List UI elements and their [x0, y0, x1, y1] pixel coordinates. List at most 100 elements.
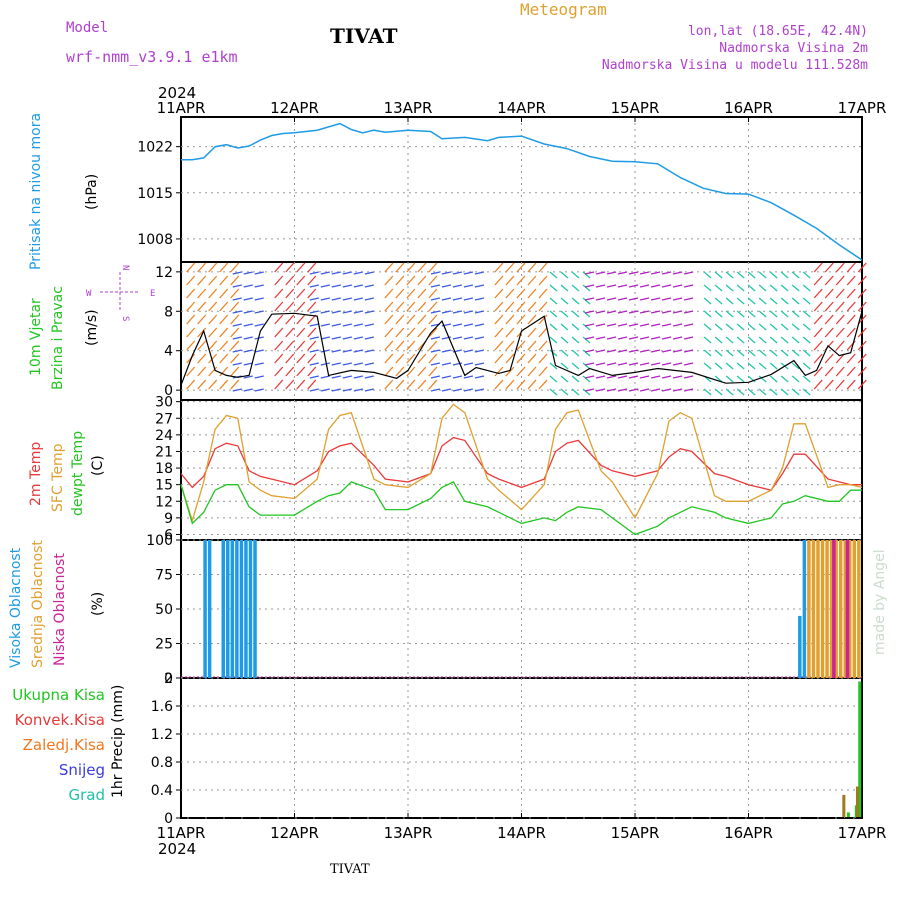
- clouds-ytick-label: 100: [146, 533, 173, 549]
- wind-arrow: [406, 262, 416, 273]
- wind-arrow: [296, 353, 306, 364]
- x-tick-label-top: 15APR: [611, 99, 660, 117]
- wind-arrow: [582, 336, 591, 344]
- wind-arrow: [857, 314, 867, 325]
- wind-arrow: [736, 284, 745, 292]
- wind-arrow: [516, 262, 526, 273]
- cloud-high-bar: [802, 540, 807, 678]
- wind-arrow: [230, 379, 240, 390]
- wind-arrow: [505, 340, 515, 351]
- wind-arrow: [802, 310, 811, 318]
- wind-arrow: [353, 297, 363, 301]
- wind-arrow: [285, 301, 295, 312]
- wind-arrow: [813, 379, 823, 390]
- wind-arrow: [714, 349, 723, 357]
- wind-arrow: [516, 275, 526, 286]
- wind-arrow: [595, 297, 606, 301]
- wind-arrow: [725, 323, 734, 331]
- wind-arrow: [296, 327, 306, 338]
- wind-arrow: [331, 336, 341, 340]
- wind-arrow: [505, 288, 515, 299]
- wind-arrow: [428, 262, 438, 273]
- wind-arrow: [736, 323, 745, 331]
- wind-arrow: [331, 388, 341, 392]
- wind-arrow: [661, 271, 672, 275]
- wind-arrow: [661, 375, 672, 379]
- wind-arrow: [824, 366, 834, 377]
- wind-arrow: [452, 284, 463, 288]
- wind-arrow: [582, 349, 591, 357]
- wind-arrow: [758, 388, 767, 396]
- wind-arrow: [296, 301, 306, 312]
- wind-arrow: [527, 340, 537, 351]
- wind-arrow: [452, 271, 463, 275]
- wind-arrow: [395, 288, 405, 299]
- wind-arrow: [813, 366, 823, 377]
- wind-arrow: [824, 275, 834, 286]
- wind-arrow: [494, 275, 504, 286]
- wind-arrow: [474, 297, 485, 301]
- wind-arrow: [672, 310, 683, 314]
- wind-arrow: [364, 310, 374, 314]
- wind-arrow: [254, 284, 264, 288]
- wind-arrow: [747, 388, 756, 396]
- wind-arrow: [430, 349, 441, 353]
- wind-arrow: [661, 284, 672, 288]
- wind-arrow: [342, 297, 352, 301]
- wind-arrow: [320, 388, 330, 392]
- wind-arrow: [802, 362, 811, 370]
- cloud-high-bar: [235, 540, 239, 678]
- wind-arrow: [230, 301, 240, 312]
- wind-arrow: [857, 275, 867, 286]
- pressure-ytick-label: 1008: [137, 232, 173, 248]
- wind-arrow: [628, 310, 639, 314]
- wind-arrow: [791, 349, 800, 357]
- wind-arrow: [285, 379, 295, 390]
- wind-arrow: [406, 301, 416, 312]
- wind-arrow: [725, 349, 734, 357]
- wind-arrow: [197, 275, 207, 286]
- wind-arrow: [661, 336, 672, 340]
- wind-arrow: [714, 336, 723, 344]
- cloud-low-bar: [845, 540, 850, 678]
- wind-arrow: [331, 271, 341, 275]
- wind-arrow: [549, 284, 558, 292]
- wind-arrow: [538, 340, 548, 351]
- wind-arrow: [395, 340, 405, 351]
- wind-ytick-label: 12: [155, 265, 173, 281]
- wind-arrow: [584, 284, 595, 288]
- wind-arrow: [243, 336, 253, 340]
- wind-arrow: [474, 284, 485, 288]
- wind-arrow: [219, 288, 229, 299]
- wind-arrow: [582, 271, 591, 279]
- wind-arrow: [747, 336, 756, 344]
- wind-arrow: [219, 314, 229, 325]
- wind-arrow: [628, 375, 639, 379]
- wind-arrow: [417, 275, 427, 286]
- wind-arrow: [384, 340, 394, 351]
- wind-arrow: [846, 366, 856, 377]
- wind-arrow: [428, 353, 438, 364]
- wind-arrow: [430, 375, 441, 379]
- pressure-ytick-label: 1015: [137, 186, 173, 202]
- wind-arrow: [441, 388, 452, 392]
- wind-arrow: [395, 262, 405, 273]
- clouds-ytick-label: 50: [155, 602, 173, 618]
- wind-arrow: [384, 314, 394, 325]
- wind-arrow: [307, 340, 317, 351]
- temperature-ytick-label: 9: [164, 511, 173, 527]
- wind-arrow: [307, 262, 317, 273]
- wind-arrow: [639, 388, 650, 392]
- wind-arrow: [835, 275, 845, 286]
- wind-arrow: [353, 375, 363, 379]
- wind-arrow: [428, 340, 438, 351]
- wind-arrow: [725, 297, 734, 305]
- wind-arrow: [296, 262, 306, 273]
- wind-arrow: [780, 323, 789, 331]
- wind-arrow: [331, 284, 341, 288]
- wind-arrow: [571, 349, 580, 357]
- cloud-high-bar: [239, 540, 244, 678]
- wind-arrow: [672, 362, 683, 366]
- wind-arrow: [672, 271, 683, 275]
- wind-arrow: [331, 362, 341, 366]
